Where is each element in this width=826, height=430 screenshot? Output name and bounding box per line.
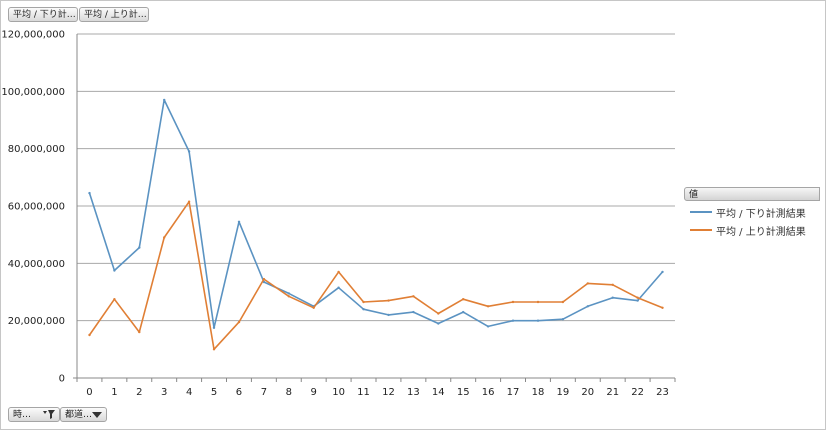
x-tick-label: 23 (656, 387, 669, 398)
x-tick-label: 2 (136, 387, 142, 398)
y-tick-label: 100,000,000 (1, 87, 65, 98)
x-tick-label: 13 (407, 387, 420, 398)
x-tick-label: 20 (581, 387, 594, 398)
data-point (337, 286, 340, 289)
data-point (362, 308, 365, 311)
x-tick-label: 7 (261, 387, 267, 398)
x-tick-label: 9 (311, 387, 317, 398)
x-tick-label: 8 (286, 387, 292, 398)
y-tick-label: 20,000,000 (8, 316, 65, 327)
data-point (462, 298, 465, 301)
data-point (486, 305, 490, 308)
data-point (586, 305, 589, 308)
field-button-avg-download[interactable]: 平均 / 下り計… (8, 7, 78, 22)
data-point (561, 318, 565, 321)
data-point (88, 191, 91, 195)
data-point (511, 319, 515, 322)
data-point (536, 300, 540, 304)
x-tick-label: 17 (507, 387, 520, 398)
data-point (113, 298, 116, 301)
legend-label: 平均 / 下り計測結果 (716, 208, 806, 220)
legend-label: 平均 / 上り計測結果 (716, 226, 806, 238)
data-point (387, 313, 390, 317)
data-point (262, 277, 266, 281)
data-point (88, 333, 91, 337)
x-tick-label: 4 (186, 387, 192, 398)
filter-funnel-icon[interactable] (43, 408, 56, 421)
y-tick-label: 60,000,000 (8, 202, 65, 213)
data-point (163, 236, 166, 239)
axis-field-button-prefecture-label: 都道… (65, 410, 93, 420)
x-tick-label: 12 (382, 387, 395, 398)
legend-item: 平均 / 上り計測結果 (690, 223, 806, 238)
axis-field-button-hour-label: 時… (13, 410, 32, 420)
legend-item: 平均 / 下り計測結果 (690, 205, 806, 220)
data-point (437, 322, 440, 325)
x-tick-label: 11 (357, 387, 370, 398)
x-tick-label: 5 (211, 387, 217, 398)
dropdown-arrow-icon[interactable] (90, 408, 103, 421)
y-tick-label: 40,000,000 (8, 259, 65, 270)
data-point (511, 300, 515, 304)
data-point (412, 310, 415, 314)
data-point (212, 326, 216, 329)
x-tick-label: 10 (332, 387, 345, 398)
y-tick-label: 80,000,000 (8, 144, 65, 155)
data-point (187, 150, 191, 153)
legend-title[interactable]: 値 (684, 187, 820, 201)
x-tick-label: 19 (557, 387, 570, 398)
x-tick-label: 3 (161, 387, 167, 398)
data-point (312, 306, 315, 309)
series-line-1 (88, 200, 663, 351)
data-point (237, 320, 241, 324)
data-point (138, 246, 141, 249)
series-line-0 (88, 99, 664, 329)
data-point (636, 296, 639, 299)
x-tick-label: 14 (432, 387, 445, 398)
data-point (462, 310, 465, 314)
data-point (561, 300, 565, 304)
data-point (337, 270, 340, 274)
data-point (536, 319, 540, 322)
data-point (187, 200, 191, 203)
data-point (387, 299, 390, 302)
data-point (113, 269, 116, 272)
x-tick-label: 0 (86, 387, 92, 398)
data-point (362, 300, 365, 304)
axis-field-button-prefecture[interactable]: 都道… (60, 407, 107, 422)
data-point (212, 348, 216, 351)
data-point (287, 295, 290, 298)
x-tick-label: 18 (532, 387, 545, 398)
legend-swatch (690, 211, 712, 213)
data-point (412, 295, 415, 298)
x-tick-label: 16 (482, 387, 495, 398)
data-point (437, 312, 440, 315)
x-tick-label: 15 (457, 387, 470, 398)
x-tick-label: 1 (111, 387, 117, 398)
legend-swatch (690, 229, 712, 231)
data-point (138, 330, 141, 334)
data-point (661, 270, 664, 274)
data-point (636, 299, 639, 302)
x-tick-label: 22 (631, 387, 644, 398)
data-point (611, 296, 614, 299)
data-point (287, 292, 290, 295)
y-tick-label: 0 (59, 374, 65, 385)
data-point (661, 306, 664, 309)
y-tick-label: 120,000,000 (1, 30, 65, 41)
axis-field-button-hour[interactable]: 時… (8, 407, 60, 422)
field-button-avg-upload[interactable]: 平均 / 上り計… (79, 7, 149, 22)
x-tick-label: 21 (606, 387, 619, 398)
data-point (486, 325, 490, 328)
data-point (237, 220, 241, 223)
data-point (586, 282, 589, 285)
x-tick-label: 6 (236, 387, 242, 398)
data-point (163, 98, 166, 102)
data-point (611, 283, 614, 286)
